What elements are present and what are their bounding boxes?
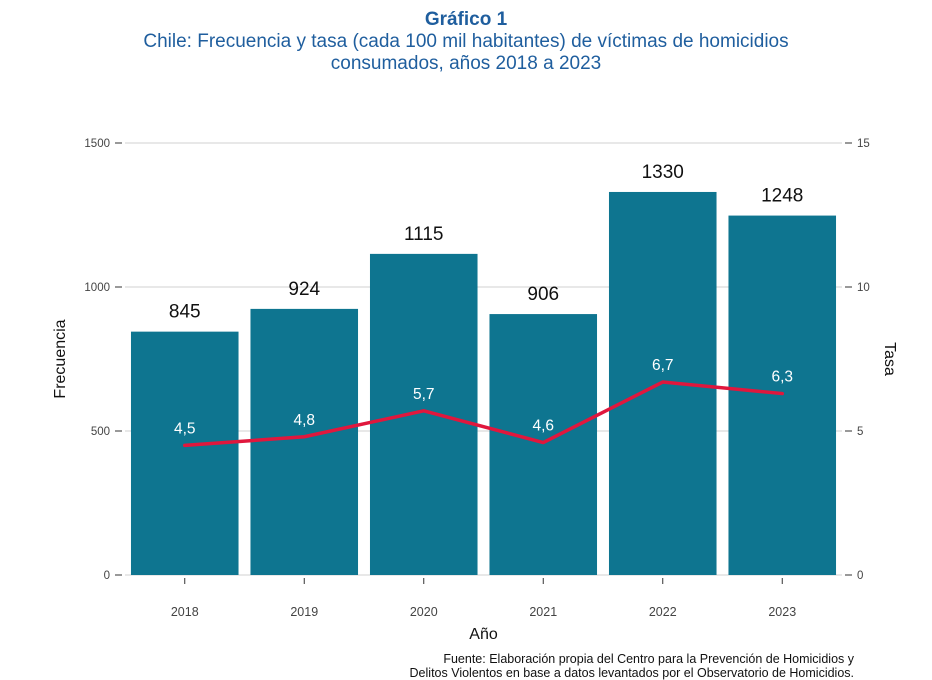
bar-value-label: 845 [169, 302, 201, 323]
x-tick-label: 2023 [768, 605, 796, 619]
rate-value-label: 6,7 [652, 357, 674, 374]
y-tick-label: 0 [104, 570, 110, 582]
chart-subtitle-line2: consumados, años 2018 a 2023 [330, 53, 602, 74]
chart-title: Gráfico 1 [424, 9, 508, 30]
y-tick-label: 1000 [84, 282, 110, 294]
source-note: Fuente: Elaboración propia del Centro pa… [410, 652, 854, 680]
rate-value-label: 5,7 [413, 386, 435, 403]
bar [489, 314, 598, 575]
x-tick-label: 2018 [171, 605, 199, 619]
rate-line [183, 380, 784, 448]
x-tick-label: 2022 [649, 605, 677, 619]
y2-tick-label: 0 [857, 570, 863, 582]
x-tick-label: 2020 [410, 605, 438, 619]
rate-value-label: 4,8 [293, 412, 315, 429]
rate-value-label: 6,3 [771, 369, 793, 386]
bar [130, 331, 239, 575]
chart-title-block: Gráfico 1 Chile: Frecuencia y tasa (cada… [0, 8, 932, 75]
y2-tick-label: 5 [857, 426, 863, 438]
y-tick-label: 1500 [84, 138, 110, 150]
x-tick-label: 2019 [290, 605, 318, 619]
chart-subtitle-line1: Chile: Frecuencia y tasa (cada 100 mil h… [143, 31, 789, 52]
bar-value-label: 1248 [761, 186, 803, 207]
bar [250, 308, 359, 575]
y2-axis-title: Tasa [881, 342, 898, 376]
source-line2: Delitos Violentos en base a datos levant… [409, 666, 854, 680]
bar [369, 253, 478, 575]
rate-value-label: 4,6 [532, 418, 554, 435]
y2-tick-label: 10 [857, 282, 870, 294]
x-axis-title: Año [469, 626, 498, 643]
bar-value-label: 906 [527, 284, 559, 305]
y-tick-label: 500 [91, 426, 110, 438]
chart-canvas: 0 500 1000 1500 0 5 10 15 845 924 1115 906 1330 1248 2… [52, 138, 898, 643]
y-axis-title: Frecuencia [52, 319, 69, 398]
rate-value-label: 4,5 [174, 420, 196, 437]
bar-value-label: 1330 [642, 162, 684, 183]
bar-value-label: 924 [288, 279, 320, 300]
y2-tick-label: 15 [857, 138, 870, 150]
source-line1: Fuente: Elaboración propia del Centro pa… [443, 652, 854, 666]
x-tick-label: 2021 [529, 605, 557, 619]
bar-value-label: 1115 [404, 224, 443, 245]
